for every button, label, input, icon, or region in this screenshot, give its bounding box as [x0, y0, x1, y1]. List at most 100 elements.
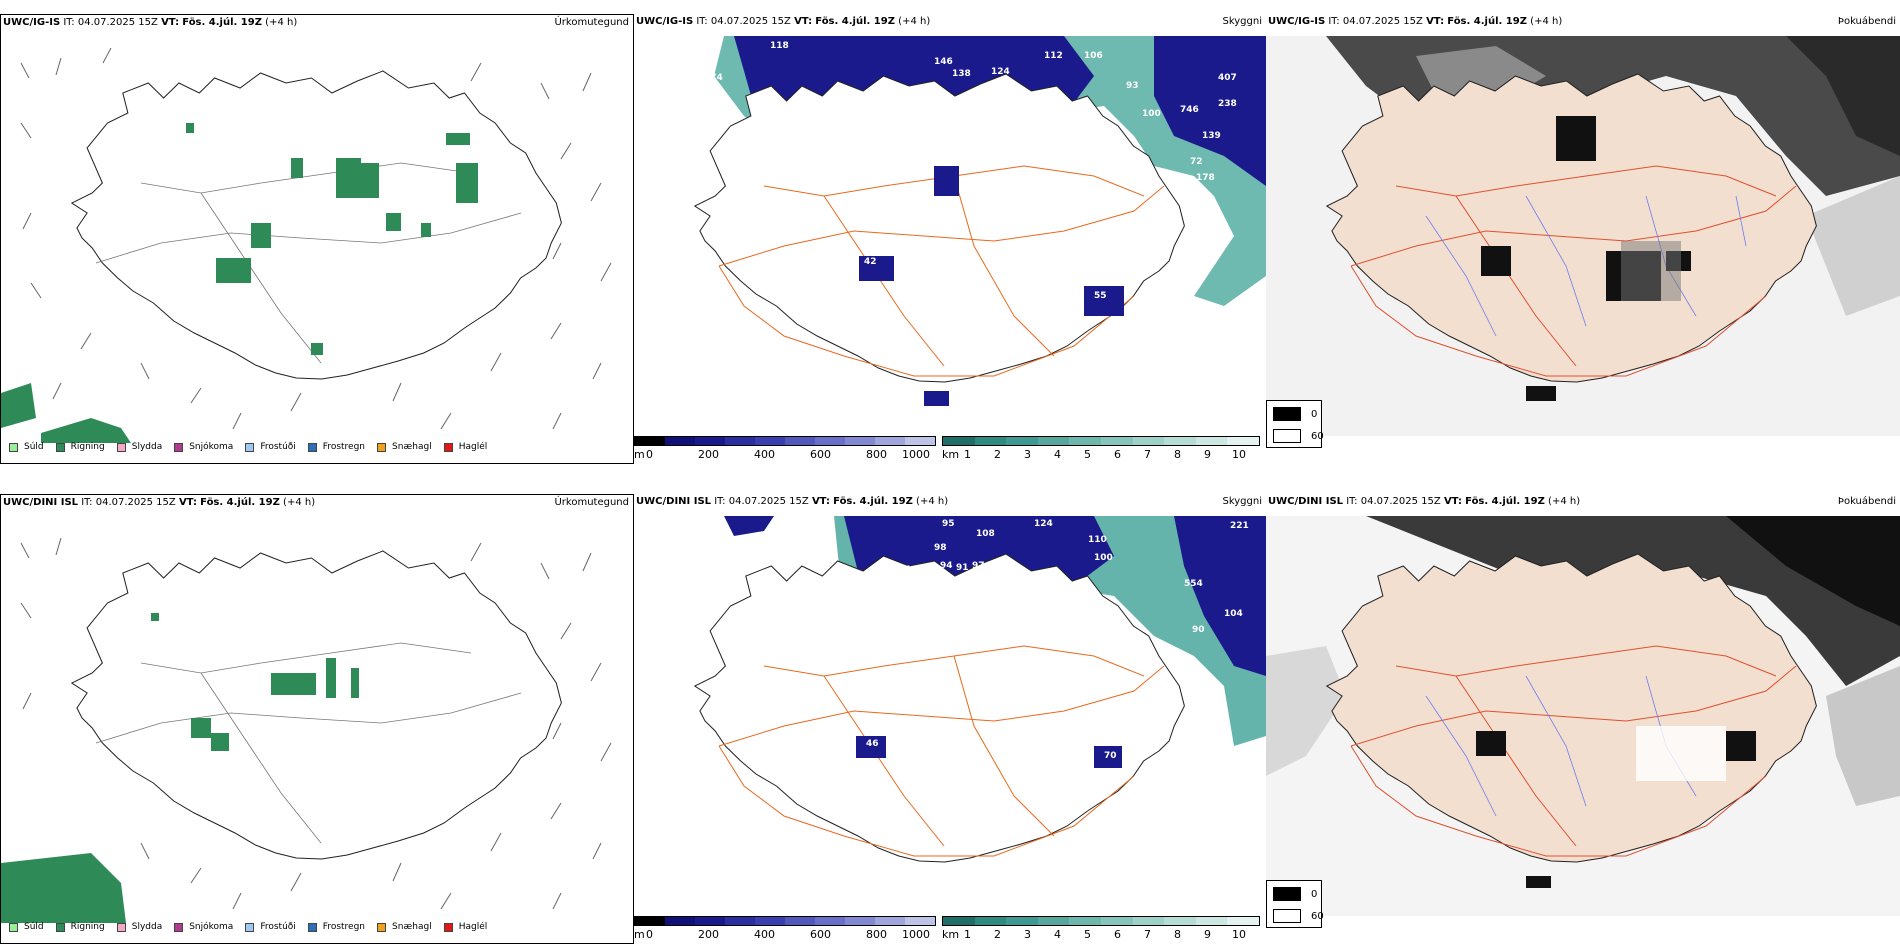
legend-item: Rigning: [55, 442, 105, 452]
low-cloud-patches: [856, 736, 1122, 768]
cloud-base-scale: m 0 200 400 600 800 1000: [634, 914, 944, 944]
legend-swatch: [9, 442, 18, 452]
model-name: UWC/IG-IS: [3, 17, 61, 28]
svg-text:124: 124: [1034, 519, 1053, 529]
visibility-scale: km 1 2 3 4 5 6 7 8 9 10: [942, 914, 1266, 944]
ceiling-value: 125: [926, 95, 945, 105]
ceiling-value: 72: [1190, 157, 1203, 167]
ceiling-value: 407: [1218, 73, 1237, 83]
fog-panel-bottom: UWC/DINI ISL IT: 04.07.2025 15Z VT: Fös.…: [1266, 494, 1900, 944]
visibility-color-bar: [942, 916, 1260, 926]
legend-item: Slydda: [116, 922, 162, 932]
fog-legend-swatch-min: [1273, 909, 1301, 923]
legend-item: Haglél: [443, 442, 487, 452]
svg-text:221: 221: [1230, 521, 1249, 531]
ceiling-value: 146: [934, 57, 953, 67]
legend-swatch: [443, 922, 453, 932]
ceiling-value: 116: [900, 127, 919, 137]
svg-text:98: 98: [934, 543, 947, 553]
ceiling-panel-top: UWC/IG-IS IT: 04.07.2025 15Z VT: Fös. 4.…: [634, 14, 1266, 464]
ceiling-value: 112: [1044, 51, 1063, 61]
fog-legend: 0 60: [1266, 880, 1324, 928]
fog-legend-swatch-min: [1273, 429, 1301, 443]
ceiling-value: 235: [836, 106, 855, 116]
it-value: 04.07.2025 15Z: [77, 17, 158, 28]
ceiling-value: 907: [829, 95, 848, 105]
legend-swatch: [245, 442, 255, 452]
fog-legend: 0 60: [1266, 400, 1324, 448]
ceiling-value: 746: [1180, 105, 1199, 115]
ceiling-labels: 112 106 146 124 138 907 235 144 125 92 8…: [704, 41, 1237, 301]
rain-patches: [151, 613, 359, 751]
precip-map: [1, 537, 612, 923]
ceiling-value: 174: [704, 73, 723, 83]
legend-item: Frostregn: [307, 922, 365, 932]
legend-item: Súld: [9, 922, 44, 932]
legend-swatch: [174, 922, 184, 932]
svg-text:91: 91: [956, 563, 969, 573]
panel-header: UWC/IG-IS IT: 04.07.2025 15Z VT: Fös. 4.…: [1266, 14, 1900, 30]
ceiling-value: 178: [1196, 173, 1215, 183]
fog-panel-top: UWC/IG-IS IT: 04.07.2025 15Z VT: Fös. 4.…: [1266, 14, 1900, 464]
svg-text:94: 94: [940, 561, 953, 571]
visibility-color-bar: [942, 436, 1260, 446]
ceiling-value: 42: [864, 257, 877, 267]
it-label: IT:: [63, 17, 75, 28]
rain-patches: [186, 123, 478, 355]
svg-text:110: 110: [1088, 535, 1107, 545]
cloud-unit: m: [634, 448, 645, 461]
road-lines: [95, 642, 522, 844]
vt-label: VT:: [161, 17, 180, 28]
vt-value: Fös. 4.júl. 19Z: [182, 17, 262, 28]
wind-barbs: [20, 537, 612, 910]
legend-item: Súld: [9, 442, 44, 452]
svg-text:97: 97: [972, 561, 985, 571]
panel-header: UWC/IG-IS IT: 04.07.2025 15Z VT: Fös. 4.…: [634, 14, 1266, 30]
legend-item: Rigning: [55, 922, 105, 932]
ceiling-value: 102: [982, 101, 1001, 111]
ceiling-value: 329: [820, 131, 839, 141]
panel-header: UWC/DINI ISL IT: 04.07.2025 15Z VT: Fös.…: [1, 495, 633, 511]
ceiling-map: 95 108 124 110 221 98 114 94 91 97 100 5…: [694, 516, 1266, 863]
ceiling-panel-bottom: UWC/DINI ISL IT: 04.07.2025 15Z VT: Fös.…: [634, 494, 1266, 944]
ceiling-value: 100: [1142, 109, 1161, 119]
precip-legend: Súld Rigning Slydda Snjókoma Frostúði Fr…: [9, 922, 499, 932]
svg-text:100: 100: [1094, 553, 1113, 563]
ceiling-value: 98: [804, 131, 817, 141]
legend-item: Haglél: [443, 922, 487, 932]
panel-param-name: Þokuábendi: [1837, 16, 1896, 27]
legend-swatch: [307, 922, 317, 932]
panel-param-name: Úrkomutegund: [554, 17, 629, 28]
visibility-scale: km 1 2 3 4 5 6 7 8 9 10: [942, 434, 1266, 464]
fog-legend-swatch-max: [1273, 407, 1301, 421]
fog-legend-swatch-max: [1273, 887, 1301, 901]
ceiling-value: 92: [1026, 91, 1039, 101]
panel-param-name: Skyggni: [1222, 496, 1262, 507]
fog-map: [1266, 36, 1900, 436]
svg-text:554: 554: [1184, 579, 1203, 589]
wind-barbs: [20, 47, 612, 430]
svg-text:114: 114: [892, 565, 911, 575]
road-lines: [718, 645, 1165, 857]
panel-header: UWC/DINI ISL IT: 04.07.2025 15Z VT: Fös.…: [634, 494, 1266, 510]
legend-swatch: [55, 922, 65, 932]
model-name: UWC/DINI ISL: [3, 497, 79, 508]
road-lines: [1350, 645, 1797, 857]
ceiling-value: 144: [884, 97, 903, 107]
ceiling-labels: 95 108 124 110 221 98 114 94 91 97 100 5…: [830, 519, 1249, 761]
svg-text:90: 90: [1192, 625, 1205, 635]
legend-swatch: [307, 442, 317, 452]
low-cloud-patches: [859, 166, 1124, 406]
legend-swatch: [9, 922, 18, 932]
visibility-unit: km: [942, 448, 960, 461]
legend-swatch: [116, 922, 126, 932]
ceiling-value: 139: [1202, 131, 1221, 141]
legend-item: Snjókoma: [174, 442, 233, 452]
legend-swatch: [55, 442, 65, 452]
cloud-color-bar: [634, 916, 936, 926]
precip-legend: Súld Rigning Slydda Snjókoma Frostúði Fr…: [9, 442, 499, 452]
legend-item: Snæhagl: [377, 922, 432, 932]
panel-header: UWC/DINI ISL IT: 04.07.2025 15Z VT: Fös.…: [1266, 494, 1900, 510]
ceiling-map: 112 106 146 124 138 907 235 144 125 92 8…: [694, 36, 1266, 406]
ceiling-value: 124: [991, 67, 1010, 77]
